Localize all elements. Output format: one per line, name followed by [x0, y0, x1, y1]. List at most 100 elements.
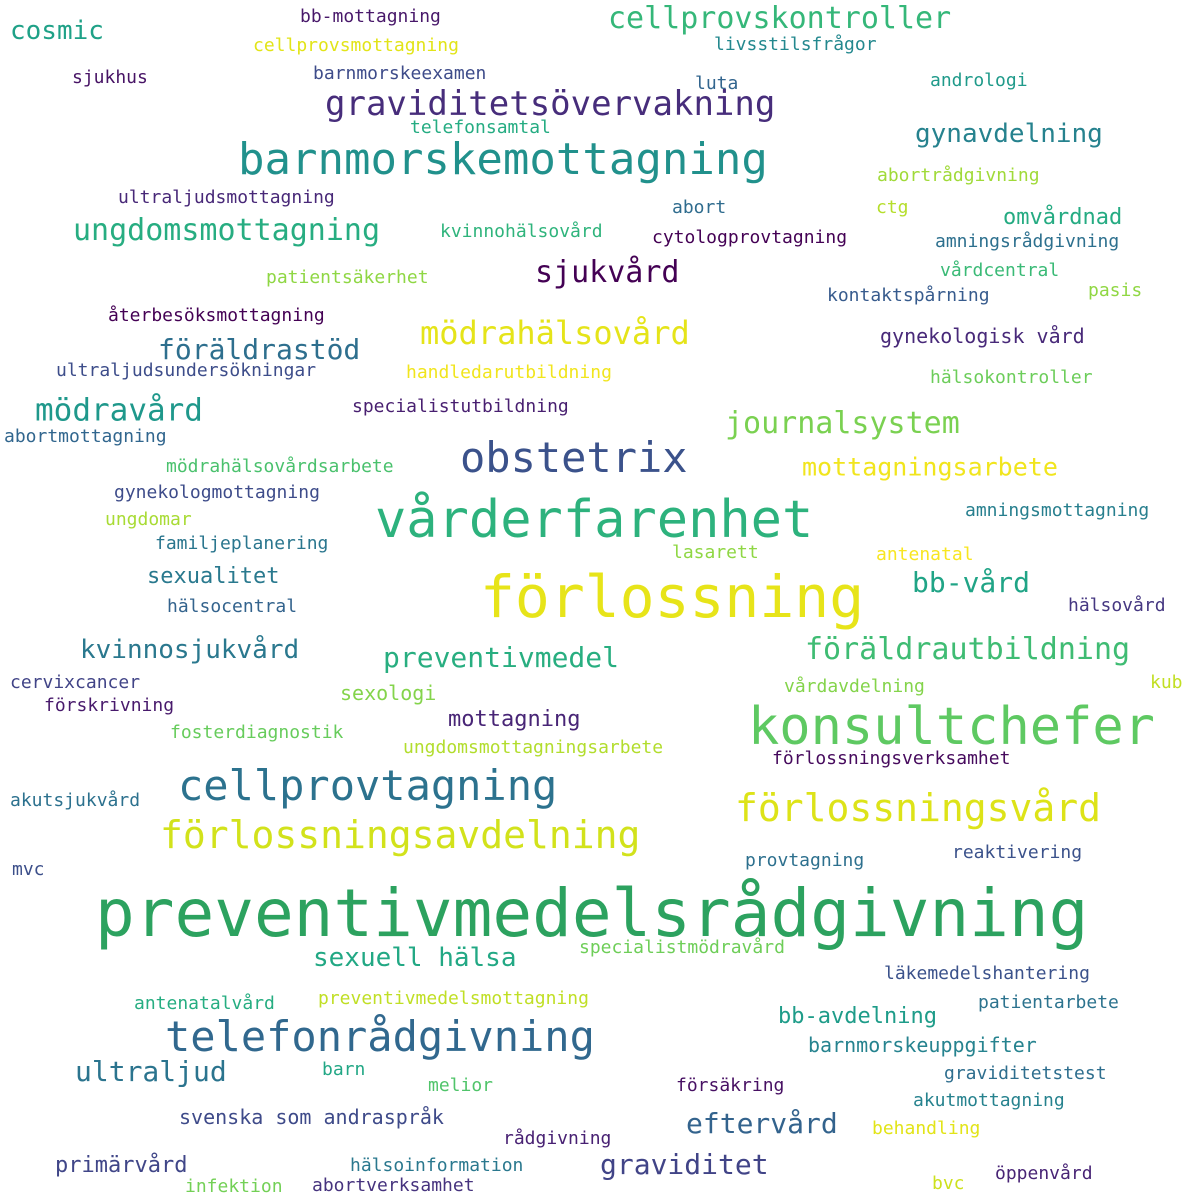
- word-gynekologisk-vard: gynekologisk vård: [880, 324, 1085, 348]
- word-gynekologmottagning: gynekologmottagning: [114, 482, 320, 503]
- word-varderfarenhet: vårderfarenhet: [375, 490, 814, 550]
- word-preventivmedel: preventivmedel: [383, 641, 620, 674]
- word-kub: kub: [1150, 672, 1183, 693]
- word-cellprovskontroller: cellprovskontroller: [608, 1, 952, 36]
- word-antenatalvard: antenatalvård: [134, 993, 275, 1014]
- word-graviditet: graviditet: [600, 1148, 769, 1181]
- word-forskrivning: förskrivning: [44, 695, 175, 716]
- word-sjukvard: sjukvård: [535, 255, 680, 290]
- word-ungdomar: ungdomar: [105, 509, 192, 530]
- word-eftervard: eftervård: [686, 1107, 838, 1140]
- word-bb-mottagning: bb-mottagning: [300, 6, 441, 27]
- word-infektion: infektion: [185, 1176, 283, 1197]
- word-reaktivering: reaktivering: [952, 842, 1083, 863]
- word-cervixcancer: cervixcancer: [10, 672, 141, 693]
- word-akutmottagning: akutmottagning: [913, 1090, 1065, 1111]
- word-forsakring: försäkring: [676, 1075, 785, 1096]
- word-preventivmedelsradgivning: preventivmedelsrådgivning: [95, 875, 1089, 952]
- word-cytologprovtagning: cytologprovtagning: [652, 227, 848, 248]
- word-antenatal: antenatal: [876, 544, 974, 565]
- word-cellprovsmottagning: cellprovsmottagning: [253, 35, 459, 56]
- word-mottagning: mottagning: [448, 707, 581, 732]
- word-bb-avdelning: bb-avdelning: [778, 1004, 937, 1029]
- word-vardavdelning: vårdavdelning: [784, 676, 925, 697]
- word-barnmorskeuppgifter: barnmorskeuppgifter: [808, 1033, 1037, 1057]
- word-ultraljud: ultraljud: [75, 1055, 227, 1088]
- word-foraldrautbildning: föräldrautbildning: [805, 632, 1131, 667]
- word-aterbesoksmottagning: återbesöksmottagning: [108, 305, 325, 326]
- word-barnmorskemottagning: barnmorskemottagning: [238, 134, 768, 185]
- word-abortverksamhet: abortverksamhet: [312, 1175, 475, 1196]
- word-sexuell-halsa: sexuell hälsa: [313, 943, 517, 973]
- word-behandling: behandling: [872, 1118, 981, 1139]
- word-handledarutbildning: handledarutbildning: [406, 362, 612, 383]
- word-journalsystem: journalsystem: [725, 406, 960, 441]
- word-forlossning: förlossning: [480, 563, 865, 631]
- word-barn: barn: [322, 1059, 366, 1080]
- word-ungdomsmottagning: ungdomsmottagning: [73, 213, 381, 248]
- word-ungdomsmottagningsarbete: ungdomsmottagningsarbete: [403, 737, 664, 758]
- word-cellprovtagning: cellprovtagning: [178, 761, 558, 810]
- word-gynavdelning: gynavdelning: [915, 119, 1103, 149]
- word-lakemedelshantering: läkemedelshantering: [884, 963, 1090, 984]
- word-telefonradgivning: telefonrådgivning: [165, 1012, 595, 1061]
- word-abortradgivning: abortrådgivning: [877, 165, 1040, 186]
- word-halsovard: hälsovård: [1068, 595, 1166, 616]
- word-ultraljudsundersokningar: ultraljudsundersökningar: [56, 360, 317, 381]
- word-primarvard: primärvård: [55, 1153, 188, 1178]
- word-ultraljudsmottagning: ultraljudsmottagning: [118, 187, 335, 208]
- word-halsocentral: hälsocentral: [167, 596, 298, 617]
- word-melior: melior: [428, 1075, 494, 1096]
- word-livsstilsfragor: livsstilsfrågor: [714, 34, 877, 55]
- word-foraldrastod: föräldrastöd: [158, 333, 361, 366]
- word-patientarbete: patientarbete: [978, 992, 1119, 1013]
- word-omvardnad: omvårdnad: [1003, 205, 1123, 230]
- word-amningsradgivning: amningsrådgivning: [935, 231, 1120, 252]
- word-obstetrix: obstetrix: [460, 433, 688, 482]
- word-oppenvard: öppenvård: [995, 1163, 1093, 1184]
- word-abort: abort: [672, 197, 727, 218]
- word-forlossningsvard: förlossningsvård: [735, 786, 1102, 830]
- word-modravard: mödravård: [35, 392, 203, 429]
- word-kontaktsparning: kontaktspårning: [827, 285, 990, 306]
- word-bb-vard: bb-vård: [912, 566, 1031, 599]
- word-lasarett: lasarett: [672, 542, 759, 563]
- word-forlossningsverksamhet: förlossningsverksamhet: [772, 748, 1011, 769]
- word-halsoinformation: hälsoinformation: [350, 1155, 524, 1176]
- word-barnmorskeexamen: barnmorskeexamen: [313, 63, 487, 84]
- word-mvc: mvc: [12, 859, 45, 880]
- word-konsultchefer: konsultchefer: [748, 697, 1155, 757]
- word-vardcentral: vårdcentral: [940, 260, 1060, 281]
- word-preventivmedelsmottagning: preventivmedelsmottagning: [318, 988, 589, 1009]
- word-kvinnosjukvard: kvinnosjukvård: [80, 635, 300, 665]
- word-sexualitet: sexualitet: [147, 564, 280, 589]
- word-provtagning: provtagning: [745, 850, 865, 871]
- word-graviditetsovervakning: graviditetsövervakning: [325, 84, 776, 124]
- word-mottagningsarbete: mottagningsarbete: [802, 452, 1058, 482]
- word-sjukhus: sjukhus: [72, 67, 148, 88]
- word-kvinnohalsovard: kvinnohälsovård: [440, 221, 603, 242]
- word-graviditetstest: graviditetstest: [944, 1063, 1107, 1084]
- word-ctg: ctg: [876, 197, 909, 218]
- word-telefonsamtal: telefonsamtal: [410, 117, 551, 138]
- word-andrologi: andrologi: [930, 70, 1028, 91]
- word-pasis: pasis: [1088, 280, 1143, 301]
- word-svenska-som-andrasprak: svenska som andraspråk: [179, 1105, 444, 1129]
- word-halsokontroller: hälsokontroller: [930, 367, 1093, 388]
- word-cosmic: cosmic: [10, 16, 104, 46]
- word-specialistmodravard: specialistmödravård: [579, 937, 785, 958]
- word-modrahalsovardsarbete: mödrahälsovårdsarbete: [166, 456, 394, 477]
- word-abortmottagning: abortmottagning: [4, 426, 167, 447]
- word-sexologi: sexologi: [340, 681, 437, 705]
- word-radgivning: rådgivning: [503, 1128, 612, 1149]
- word-familjeplanering: familjeplanering: [155, 533, 329, 554]
- word-patientsakerhet: patientsäkerhet: [266, 267, 429, 288]
- word-akutsjukvard: akutsjukvård: [10, 790, 141, 811]
- word-amningsmottagning: amningsmottagning: [965, 500, 1150, 521]
- word-specialistutbildning: specialistutbildning: [352, 396, 569, 417]
- word-bvc: bvc: [932, 1173, 965, 1194]
- word-luta: luta: [695, 73, 739, 94]
- word-modrahalsovard: mödrahälsovård: [420, 314, 690, 352]
- word-fosterdiagnostik: fosterdiagnostik: [170, 722, 344, 743]
